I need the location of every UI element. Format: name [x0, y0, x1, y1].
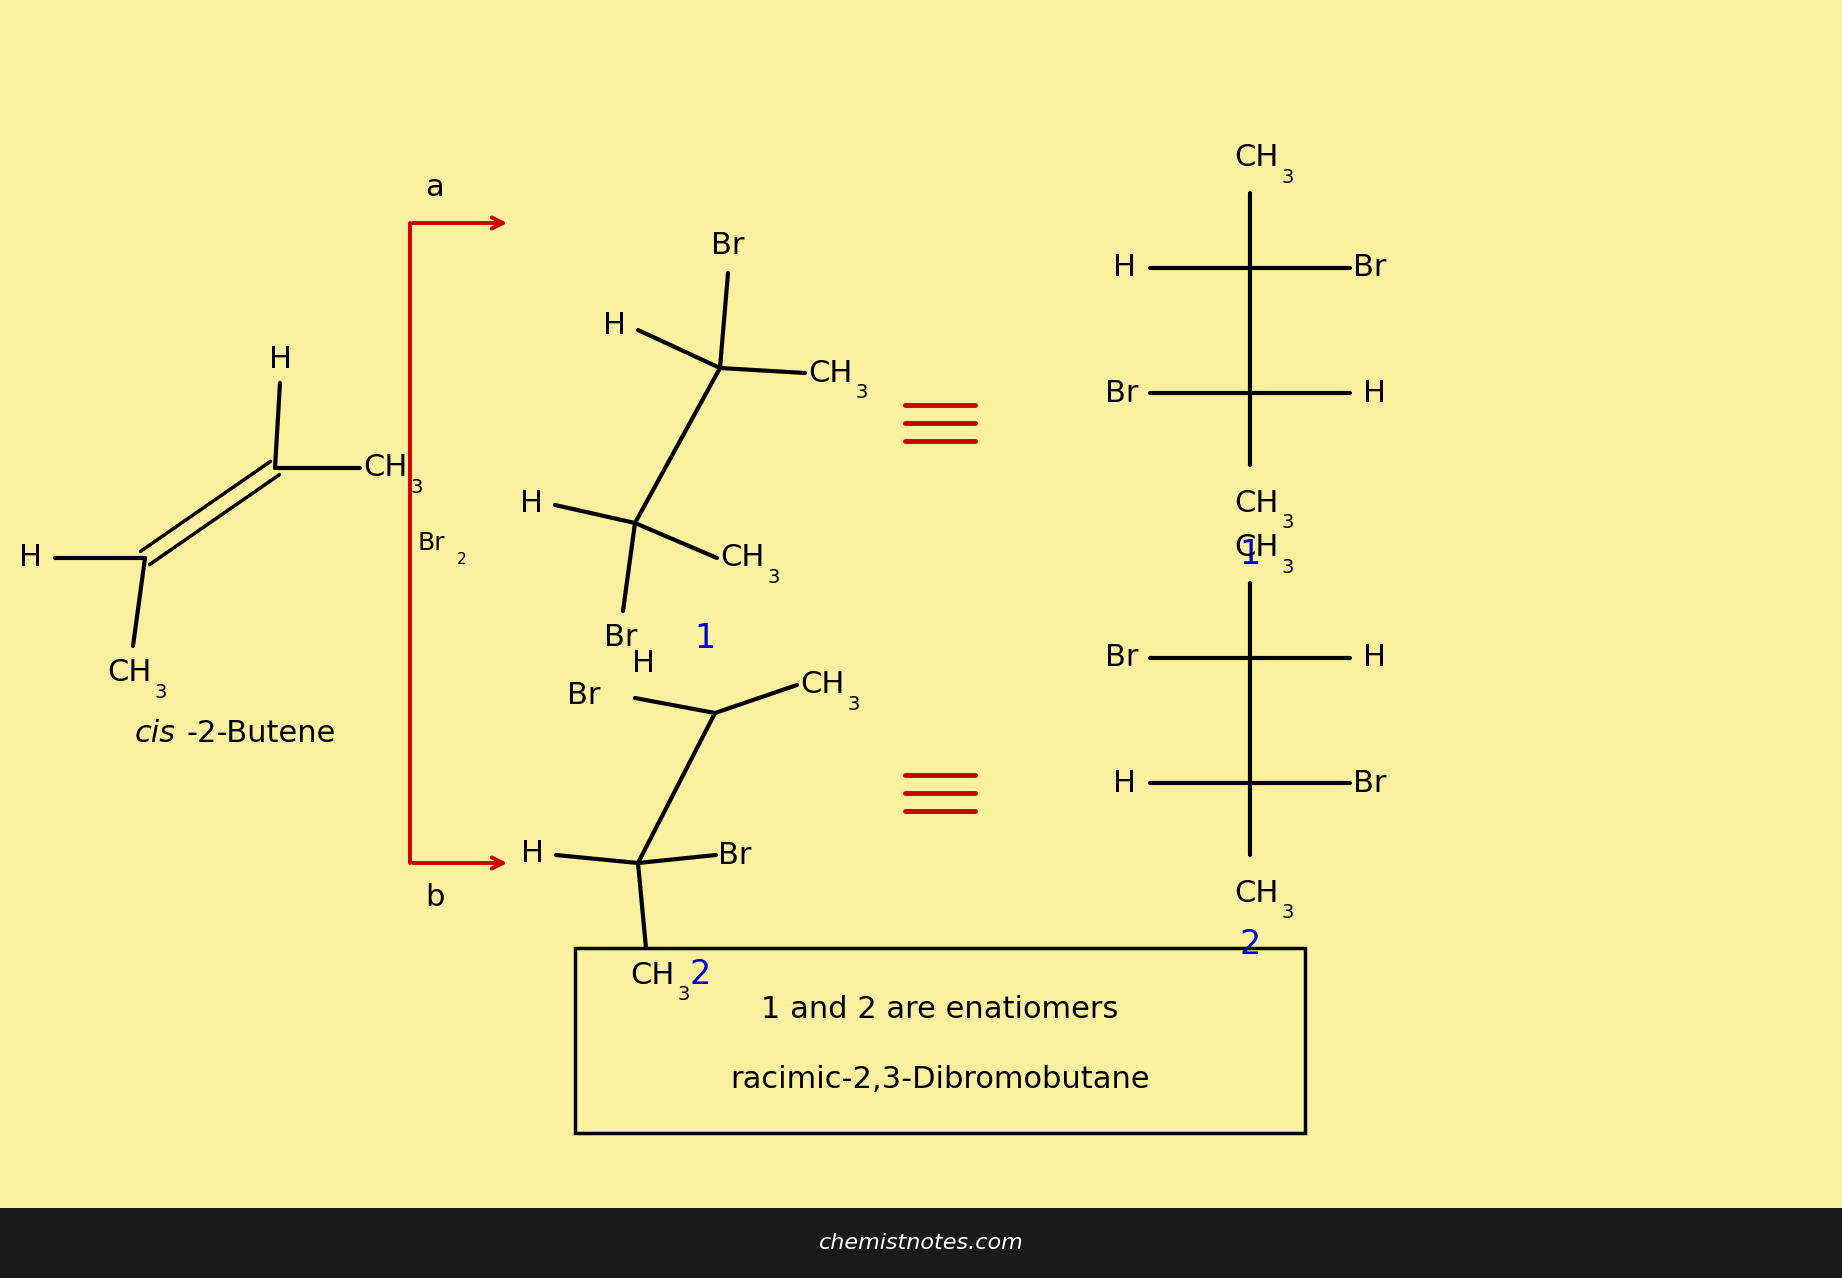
Text: CH: CH [799, 671, 844, 699]
Text: 2: 2 [1240, 929, 1260, 961]
Text: CH: CH [363, 454, 407, 483]
Text: CH: CH [809, 359, 853, 387]
Text: 1 and 2 are enatiomers: 1 and 2 are enatiomers [761, 994, 1118, 1024]
Text: a: a [426, 174, 444, 202]
Text: 3: 3 [411, 478, 424, 497]
Text: 3: 3 [155, 684, 168, 703]
Text: 3: 3 [847, 695, 860, 714]
Text: 3: 3 [1282, 558, 1295, 578]
Text: 1: 1 [694, 621, 717, 654]
Text: Br: Br [1105, 644, 1138, 672]
Text: H: H [521, 838, 545, 868]
Text: chemistnotes.com: chemistnotes.com [818, 1233, 1024, 1252]
Bar [0, 1208, 1842, 1278]
Text: CH: CH [1234, 878, 1278, 907]
Text: Br: Br [718, 841, 752, 869]
Text: Br: Br [1354, 768, 1387, 797]
Text: CH: CH [630, 961, 674, 989]
Text: Br: Br [1105, 378, 1138, 408]
Text: 3: 3 [1282, 904, 1295, 923]
Text: H: H [269, 345, 291, 374]
Text: 3: 3 [678, 985, 691, 1005]
Text: H: H [1114, 768, 1137, 797]
Text: H: H [521, 488, 543, 518]
Text: H: H [1114, 253, 1137, 282]
Text: H: H [632, 648, 654, 677]
Text: CH: CH [1234, 533, 1278, 562]
Text: racimic-2,3-Dibromobutane: racimic-2,3-Dibromobutane [729, 1065, 1149, 1094]
Text: Br: Br [567, 680, 600, 709]
Text: 3: 3 [1282, 169, 1295, 188]
Text: 2: 2 [457, 552, 466, 566]
Text: CH: CH [720, 543, 764, 573]
Text: b: b [426, 883, 444, 912]
Text: CH: CH [107, 658, 151, 688]
Text: cis: cis [134, 718, 177, 748]
Text: 3: 3 [1282, 514, 1295, 533]
Text: H: H [18, 543, 42, 573]
FancyBboxPatch shape [575, 948, 1304, 1134]
Text: H: H [1363, 644, 1387, 672]
Text: Br: Br [711, 231, 744, 261]
Text: 2: 2 [689, 958, 711, 992]
Text: 3: 3 [855, 383, 868, 403]
Text: H: H [1363, 378, 1387, 408]
Text: CH: CH [1234, 143, 1278, 173]
Text: 1: 1 [1240, 538, 1260, 571]
Text: -2-Butene: -2-Butene [188, 718, 337, 748]
Text: Br: Br [604, 624, 637, 653]
Text: 3: 3 [768, 569, 779, 588]
Text: Br: Br [418, 530, 446, 555]
Text: CH: CH [1234, 488, 1278, 518]
Text: Br: Br [1354, 253, 1387, 282]
Text: H: H [604, 312, 626, 340]
